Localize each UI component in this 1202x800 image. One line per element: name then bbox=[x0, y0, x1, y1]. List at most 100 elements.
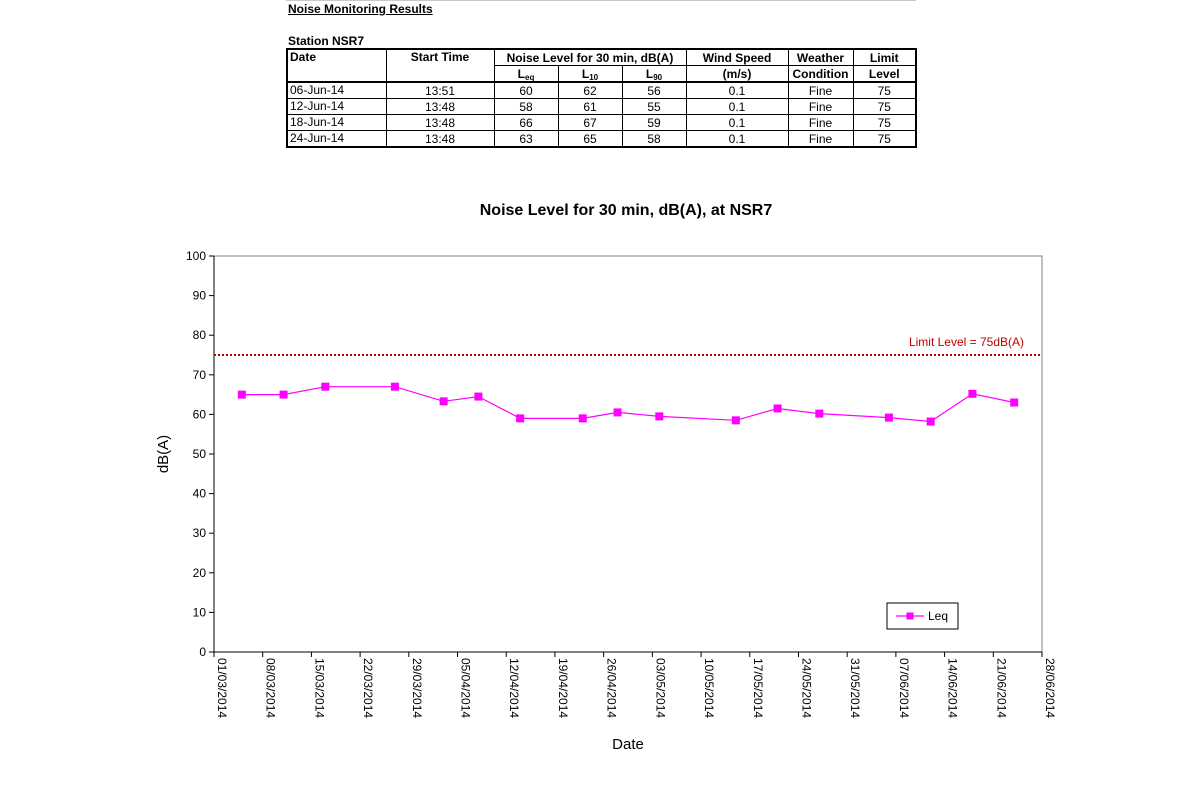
x-tick-label: 17/05/2014 bbox=[751, 658, 765, 718]
table-subheader-row: Leq L10 L90 (m/s) Condition Level bbox=[287, 65, 917, 83]
data-point-marker bbox=[237, 390, 246, 399]
col-header-limit-2: Level bbox=[852, 65, 917, 83]
limit-line-label: Limit Level = 75dB(A) bbox=[909, 335, 1024, 349]
data-point-marker bbox=[578, 414, 587, 423]
data-point-marker bbox=[516, 414, 525, 423]
results-table: Date Start Time Noise Level for 30 min, … bbox=[286, 48, 917, 148]
cell-leq: 63 bbox=[493, 130, 559, 148]
cell-wind: 0.1 bbox=[685, 114, 789, 131]
series-group bbox=[237, 382, 1019, 426]
x-axis: 01/03/2014 08/03/2014 15/03/2014 22/03/2014… bbox=[213, 651, 1057, 718]
cell-wind: 0.1 bbox=[685, 98, 789, 115]
x-tick-label: 26/04/2014 bbox=[605, 658, 619, 718]
l90-main: L bbox=[645, 66, 654, 81]
leq-subscript: eq bbox=[525, 72, 535, 82]
x-tick-label: 07/06/2014 bbox=[897, 658, 911, 718]
data-point-marker bbox=[815, 409, 824, 418]
col-header-limit: Limit bbox=[852, 48, 917, 66]
data-point-marker bbox=[884, 413, 893, 422]
x-tick-label: 19/04/2014 bbox=[556, 658, 570, 718]
y-tick-label: 90 bbox=[193, 289, 207, 303]
legend-marker-swatch bbox=[906, 612, 914, 620]
document-title: Noise Monitoring Results bbox=[288, 2, 433, 16]
station-label: Station NSR7 bbox=[288, 34, 365, 48]
cell-l10: 67 bbox=[557, 114, 623, 131]
cell-l10: 65 bbox=[557, 130, 623, 148]
cell-weather: Fine bbox=[787, 130, 854, 148]
x-tick-label: 05/04/2014 bbox=[459, 658, 473, 718]
series-line bbox=[241, 386, 1015, 423]
cell-l90: 56 bbox=[621, 81, 687, 99]
l10-subscript: 10 bbox=[589, 72, 599, 82]
x-tick-label: 22/03/2014 bbox=[361, 658, 375, 718]
y-axis: 0 10 20 30 40 50 60 70 80 90 100 bbox=[186, 249, 215, 659]
data-point-marker bbox=[926, 417, 935, 426]
data-point-marker bbox=[613, 408, 622, 417]
cell-l90: 58 bbox=[621, 130, 687, 148]
header-rule bbox=[286, 0, 916, 1]
table-row: 24-Jun-14 13:48 63 65 58 0.1 Fine 75 bbox=[286, 130, 917, 148]
x-tick-label: 24/05/2014 bbox=[799, 658, 813, 718]
x-tick-label: 12/04/2014 bbox=[507, 658, 521, 718]
plot-area bbox=[213, 255, 1043, 653]
x-tick-label: 28/06/2014 bbox=[1043, 658, 1057, 718]
y-tick-label: 50 bbox=[193, 447, 207, 461]
cell-date: 24-Jun-14 bbox=[286, 130, 387, 148]
leq-main: L bbox=[517, 66, 525, 81]
data-point-marker bbox=[655, 412, 664, 421]
x-tick-label: 10/05/2014 bbox=[702, 658, 716, 718]
y-tick-label: 80 bbox=[193, 328, 207, 342]
x-tick-label: 08/03/2014 bbox=[264, 658, 278, 718]
data-point-marker bbox=[439, 397, 448, 406]
cell-limit: 75 bbox=[852, 130, 917, 148]
cell-limit: 75 bbox=[852, 114, 917, 131]
cell-wind: 0.1 bbox=[685, 130, 789, 148]
l90-subscript: 90 bbox=[653, 72, 663, 82]
cell-date: 06-Jun-14 bbox=[286, 81, 387, 99]
data-point-marker bbox=[279, 390, 288, 399]
data-point-marker bbox=[773, 404, 782, 413]
cell-date: 18-Jun-14 bbox=[286, 114, 387, 131]
x-tick-label: 14/06/2014 bbox=[946, 658, 960, 718]
data-point-marker bbox=[731, 416, 740, 425]
data-point-marker bbox=[1010, 398, 1019, 407]
x-tick-label: 01/03/2014 bbox=[215, 658, 229, 718]
col-header-wind-speed: Wind Speed bbox=[685, 48, 789, 66]
data-point-marker bbox=[968, 389, 977, 398]
chart-title: Noise Level for 30 min, dB(A), at NSR7 bbox=[480, 202, 773, 219]
data-point-marker bbox=[321, 382, 330, 391]
col-header-start-time: Start Time bbox=[385, 48, 495, 83]
y-tick-label: 30 bbox=[193, 526, 207, 540]
data-point-marker bbox=[390, 382, 399, 391]
cell-weather: Fine bbox=[787, 81, 854, 99]
x-axis-label: Date bbox=[612, 736, 644, 753]
y-tick-label: 40 bbox=[193, 487, 207, 501]
x-tick-label: 03/05/2014 bbox=[653, 658, 667, 718]
y-tick-label: 70 bbox=[193, 368, 207, 382]
l10-main: L bbox=[581, 66, 590, 81]
table-row: 06-Jun-14 13:51 60 62 56 0.1 Fine 75 bbox=[286, 81, 917, 99]
x-tick-label: 29/03/2014 bbox=[410, 658, 424, 718]
y-tick-label: 60 bbox=[193, 407, 207, 421]
x-tick-label: 15/03/2014 bbox=[312, 658, 326, 718]
cell-leq: 66 bbox=[493, 114, 559, 131]
cell-start-time: 13:48 bbox=[385, 114, 495, 131]
cell-leq: 60 bbox=[493, 81, 559, 99]
data-point-marker bbox=[474, 392, 483, 401]
legend-label: Leq bbox=[928, 609, 948, 623]
y-tick-label: 100 bbox=[186, 249, 206, 263]
x-tick-label: 31/05/2014 bbox=[848, 658, 862, 718]
table-header-row: Date Start Time Noise Level for 30 min, … bbox=[286, 48, 917, 83]
y-tick-label: 10 bbox=[193, 605, 207, 619]
chart-legend: Leq bbox=[886, 602, 959, 630]
col-header-weather: Weather bbox=[787, 48, 854, 66]
col-header-date: Date bbox=[286, 48, 387, 83]
y-tick-label: 0 bbox=[199, 645, 206, 659]
limit-line-group: Limit Level = 75dB(A) bbox=[214, 335, 1042, 356]
cell-weather: Fine bbox=[787, 114, 854, 131]
x-tick-label: 21/06/2014 bbox=[994, 658, 1008, 718]
table-row: 18-Jun-14 13:48 66 67 59 0.1 Fine 75 bbox=[286, 114, 917, 131]
cell-l10: 62 bbox=[557, 81, 623, 99]
y-axis-label: dB(A) bbox=[155, 435, 172, 473]
